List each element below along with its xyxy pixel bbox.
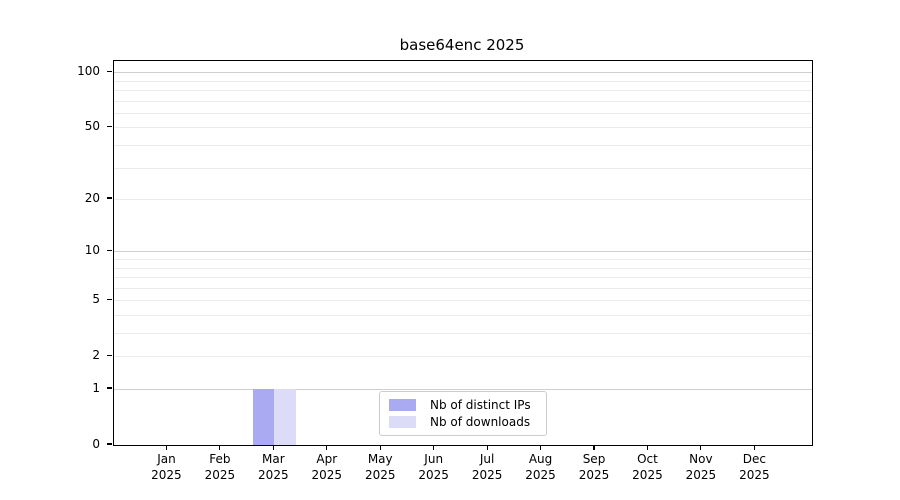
y-tick-mark (107, 443, 112, 445)
y-gridline-minor (114, 287, 812, 289)
y-gridline-minor (114, 333, 812, 334)
x-tick-year: 2025 (739, 468, 770, 482)
y-tick-label: 0 (92, 437, 100, 451)
y-gridline-minor (114, 300, 812, 302)
y-tick-label: 50 (84, 119, 100, 134)
x-tick-year: 2025 (311, 468, 343, 482)
y-tick-label: 2 (92, 348, 100, 363)
x-tick-label: Jan 2025 (134, 451, 198, 483)
y-gridline-major (114, 251, 812, 253)
x-tick-mark (219, 444, 221, 450)
x-tick-month: Apr (316, 452, 338, 466)
y-gridline-major (114, 389, 812, 390)
y-tick-mark (107, 70, 112, 72)
downloads-swatch-icon (389, 416, 416, 428)
x-tick-month: Feb (209, 452, 231, 466)
x-tick-month: Aug (528, 452, 553, 466)
y-gridline-minor (114, 145, 812, 146)
x-tick-label: Jun 2025 (402, 451, 466, 483)
x-tick-mark (433, 444, 435, 450)
bar-mar-series0 (252, 389, 275, 445)
y-tick-mark (107, 125, 112, 127)
x-tick-mark (753, 444, 755, 450)
y-gridline-minor (114, 258, 812, 260)
y-tick-label: 1 (92, 381, 100, 395)
legend: Nb of distinct IPs Nb of downloads (379, 391, 547, 436)
x-tick-year: 2025 (364, 468, 396, 482)
x-tick-mark (539, 444, 542, 450)
x-tick-month: Mar (262, 452, 285, 466)
y-gridline-minor (114, 100, 812, 102)
x-tick-month: Jun (424, 452, 444, 466)
y-gridline-minor (114, 127, 812, 129)
x-tick-year: 2025 (204, 468, 236, 482)
x-tick-month: Nov (689, 452, 713, 466)
x-tick-mark (326, 444, 328, 450)
x-tick-mark (165, 444, 168, 450)
y-tick-label: 5 (92, 292, 100, 307)
x-tick-year: 2025 (632, 468, 663, 482)
bar-mar-series1 (274, 389, 296, 445)
y-gridline-minor (114, 267, 812, 269)
x-tick-year: 2025 (578, 468, 610, 482)
y-gridline-major (114, 72, 812, 74)
x-tick-label: May 2025 (348, 451, 412, 483)
y-tick-label: 100 (77, 64, 100, 79)
x-tick-month: Sep (582, 452, 606, 466)
y-gridline-minor (114, 90, 812, 91)
y-gridline-minor (114, 80, 812, 82)
legend-label: Nb of distinct IPs (430, 398, 531, 412)
x-tick-mark (700, 444, 702, 450)
x-tick-year: 2025 (685, 468, 717, 482)
x-tick-label: Sep 2025 (562, 451, 626, 483)
y-tick-label: 10 (84, 243, 100, 258)
y-gridline-minor (114, 314, 812, 316)
x-tick-mark (593, 444, 595, 450)
legend-item-downloads: Nb of downloads (389, 414, 538, 430)
y-gridline-minor (114, 167, 812, 169)
x-tick-label: Feb 2025 (188, 451, 252, 483)
y-tick-mark (107, 197, 112, 199)
x-tick-label: Mar 2025 (241, 451, 305, 483)
y-gridline-minor (114, 199, 812, 201)
x-tick-mark (379, 444, 381, 450)
y-tick-label: 20 (84, 191, 100, 206)
x-tick-mark (486, 444, 488, 450)
x-tick-label: Aug 2025 (509, 451, 573, 483)
x-tick-label: Nov 2025 (669, 451, 733, 483)
y-gridline-minor (114, 112, 812, 114)
legend-item-distinct-ips: Nb of distinct IPs (389, 397, 538, 413)
x-tick-year: 2025 (151, 468, 182, 482)
y-gridline-minor (114, 277, 812, 279)
x-tick-label: Oct 2025 (615, 451, 679, 483)
x-tick-mark (646, 444, 649, 450)
distinct-ips-swatch-icon (389, 399, 416, 411)
x-tick-label: Apr 2025 (295, 451, 359, 483)
x-tick-year: 2025 (471, 468, 503, 482)
y-tick-mark (107, 354, 112, 356)
legend-label: Nb of downloads (430, 415, 531, 429)
x-tick-label: Jul 2025 (455, 451, 519, 483)
y-tick-mark (107, 387, 112, 389)
x-tick-month: Dec (742, 452, 766, 466)
x-tick-mark (272, 444, 274, 450)
chart-title: base64enc 2025 (399, 36, 525, 54)
x-tick-month: Jul (479, 452, 495, 466)
y-tick-mark (107, 298, 112, 300)
y-tick-mark (107, 249, 112, 251)
x-tick-year: 2025 (418, 468, 449, 482)
x-tick-month: Oct (637, 452, 658, 466)
x-tick-year: 2025 (525, 468, 556, 482)
x-tick-year: 2025 (258, 468, 289, 482)
x-tick-month: Jan (157, 452, 176, 466)
x-tick-label: Dec 2025 (722, 451, 786, 483)
plot-area: Nb of distinct IPs Nb of downloads (113, 60, 813, 446)
y-gridline-minor (114, 356, 812, 358)
x-tick-month: May (367, 452, 393, 466)
